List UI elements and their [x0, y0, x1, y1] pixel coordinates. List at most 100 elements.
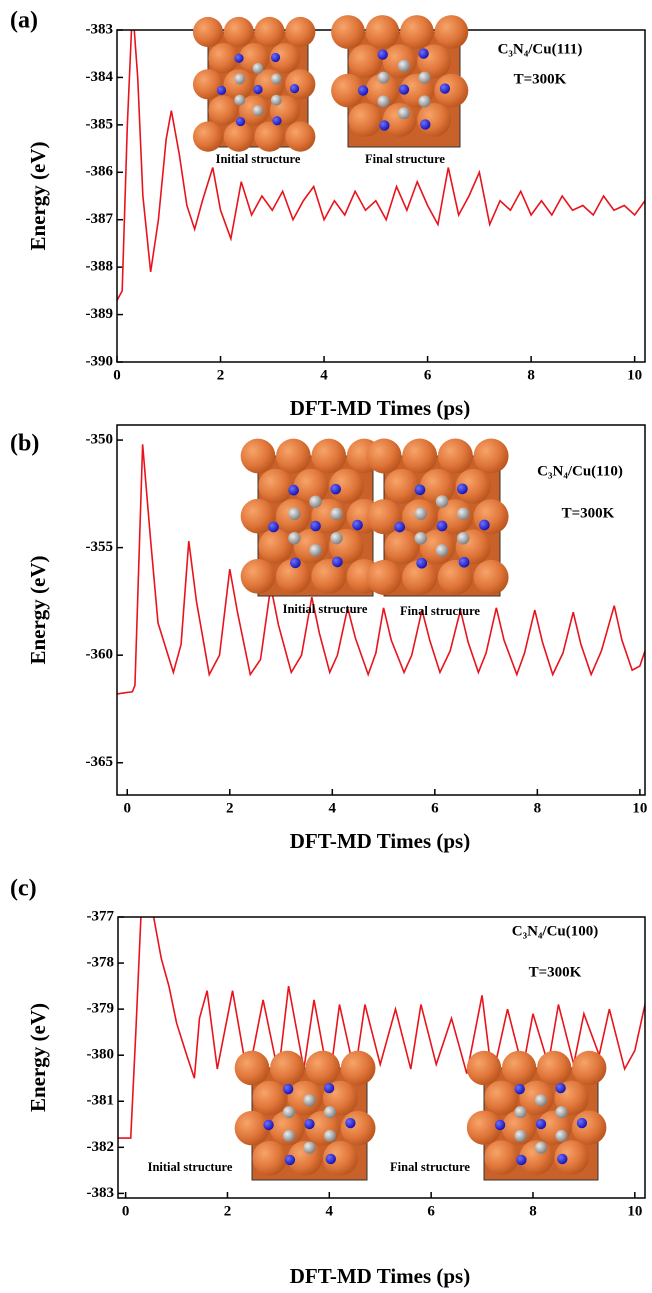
y-tick-label: -383 — [86, 21, 114, 37]
y-axis-label: Energy (eV) — [26, 141, 50, 250]
nitrogen-atom — [516, 1154, 527, 1166]
carbon-atom — [303, 1094, 316, 1107]
x-axis-label: DFT-MD Times (ps) — [290, 1264, 470, 1288]
y-tick-label: -387 — [86, 211, 114, 227]
y-tick-label: -360 — [86, 647, 114, 663]
carbon-atom — [435, 495, 449, 508]
y-tick-label: -355 — [86, 539, 114, 555]
nitrogen-atom — [418, 48, 429, 59]
carbon-atom — [534, 1094, 548, 1107]
x-tick-label: 10 — [627, 367, 642, 383]
carbon-atom — [323, 1106, 337, 1119]
energy-line — [117, 444, 645, 695]
carbon-atom — [282, 1106, 296, 1119]
carbon-atom — [234, 94, 246, 106]
y-tick-label: -365 — [86, 754, 114, 770]
nitrogen-atom — [325, 1153, 336, 1165]
y-tick-label: -379 — [87, 1001, 115, 1017]
plot-frame — [117, 916, 646, 1199]
x-tick-label: 6 — [424, 367, 432, 383]
copper-atom — [285, 69, 316, 100]
copper-atom — [473, 559, 509, 595]
copper-atom — [473, 438, 509, 474]
copper-atom — [384, 468, 420, 504]
copper-atom — [293, 468, 329, 504]
nitrogen-atom — [283, 1083, 294, 1095]
copper-atom — [484, 1140, 519, 1175]
temperature-label: T=300K — [562, 505, 615, 521]
nitrogen-atom — [420, 119, 431, 130]
copper-atom — [384, 529, 420, 565]
carbon-atom — [252, 62, 264, 74]
copper-atom — [223, 16, 254, 48]
copper-atom — [434, 15, 469, 49]
copper-atom — [258, 528, 294, 564]
x-tick-label: 10 — [627, 1203, 642, 1219]
carbon-atom — [288, 531, 301, 545]
copper-atom — [382, 44, 417, 79]
copper-atom — [340, 1110, 376, 1146]
nitrogen-atom — [414, 484, 426, 496]
carbon-atom — [414, 532, 427, 545]
copper-atom — [437, 559, 473, 595]
nitrogen-atom — [345, 1117, 356, 1129]
y-tick-label: -380 — [87, 1047, 115, 1063]
carbon-atom — [555, 1106, 568, 1119]
copper-atom — [311, 558, 347, 594]
nitrogen-atom — [377, 49, 388, 60]
nitrogen-atom — [310, 520, 321, 532]
copper-atom — [484, 1080, 519, 1116]
copper-atom — [258, 468, 294, 504]
copper-atom — [331, 73, 365, 108]
inset-image — [331, 15, 469, 148]
copper-atom — [285, 16, 316, 48]
copper-atom — [276, 558, 311, 594]
carbon-atom — [270, 73, 282, 85]
temperature-label: T=300K — [529, 964, 582, 980]
y-tick-label: -381 — [87, 1093, 115, 1109]
x-tick-label: 10 — [632, 800, 647, 816]
system-label: C₃N₄/Cu(110) — [537, 463, 623, 479]
nitrogen-atom — [352, 519, 363, 531]
carbon-atom — [534, 1141, 548, 1154]
nitrogen-atom — [439, 83, 451, 94]
carbon-atom — [397, 107, 411, 120]
copper-atom — [270, 1050, 305, 1086]
nitrogen-atom — [555, 1082, 566, 1094]
inset-caption: Initial structure — [216, 152, 301, 166]
y-tick-label: -390 — [86, 353, 114, 369]
plot-frame — [116, 424, 646, 796]
copper-atom — [572, 1050, 607, 1086]
nitrogen-atom — [379, 120, 390, 131]
nitrogen-atom — [456, 483, 468, 495]
carbon-atom — [435, 544, 449, 557]
copper-atom — [466, 1050, 502, 1086]
x-tick-label: 0 — [113, 367, 121, 383]
copper-atom — [240, 558, 276, 594]
copper-atom — [455, 468, 491, 504]
copper-atom — [311, 438, 347, 474]
copper-atom — [329, 468, 364, 504]
copper-atom — [417, 102, 452, 137]
nitrogen-atom — [394, 521, 405, 533]
carbon-atom — [418, 71, 431, 84]
x-tick-label: 2 — [224, 1203, 232, 1219]
copper-atom — [276, 438, 311, 474]
nitrogen-atom — [479, 519, 490, 531]
x-axis-label: DFT-MD Times (ps) — [290, 829, 470, 853]
nitrogen-atom — [263, 1119, 274, 1131]
nitrogen-atom — [494, 1119, 506, 1131]
x-tick-label: 8 — [534, 800, 542, 816]
x-tick-label: 4 — [326, 1203, 334, 1219]
nitrogen-atom — [234, 53, 244, 63]
copper-atom — [366, 438, 402, 474]
carbon-atom — [288, 507, 301, 521]
copper-atom — [234, 1110, 270, 1146]
y-tick-label: -384 — [86, 69, 114, 85]
nitrogen-atom — [253, 84, 263, 95]
x-tick-label: 8 — [527, 367, 535, 383]
copper-atom — [501, 1110, 537, 1145]
panel-label: (c) — [10, 876, 37, 902]
energy-line — [118, 917, 645, 1139]
inset-image — [466, 1050, 607, 1181]
